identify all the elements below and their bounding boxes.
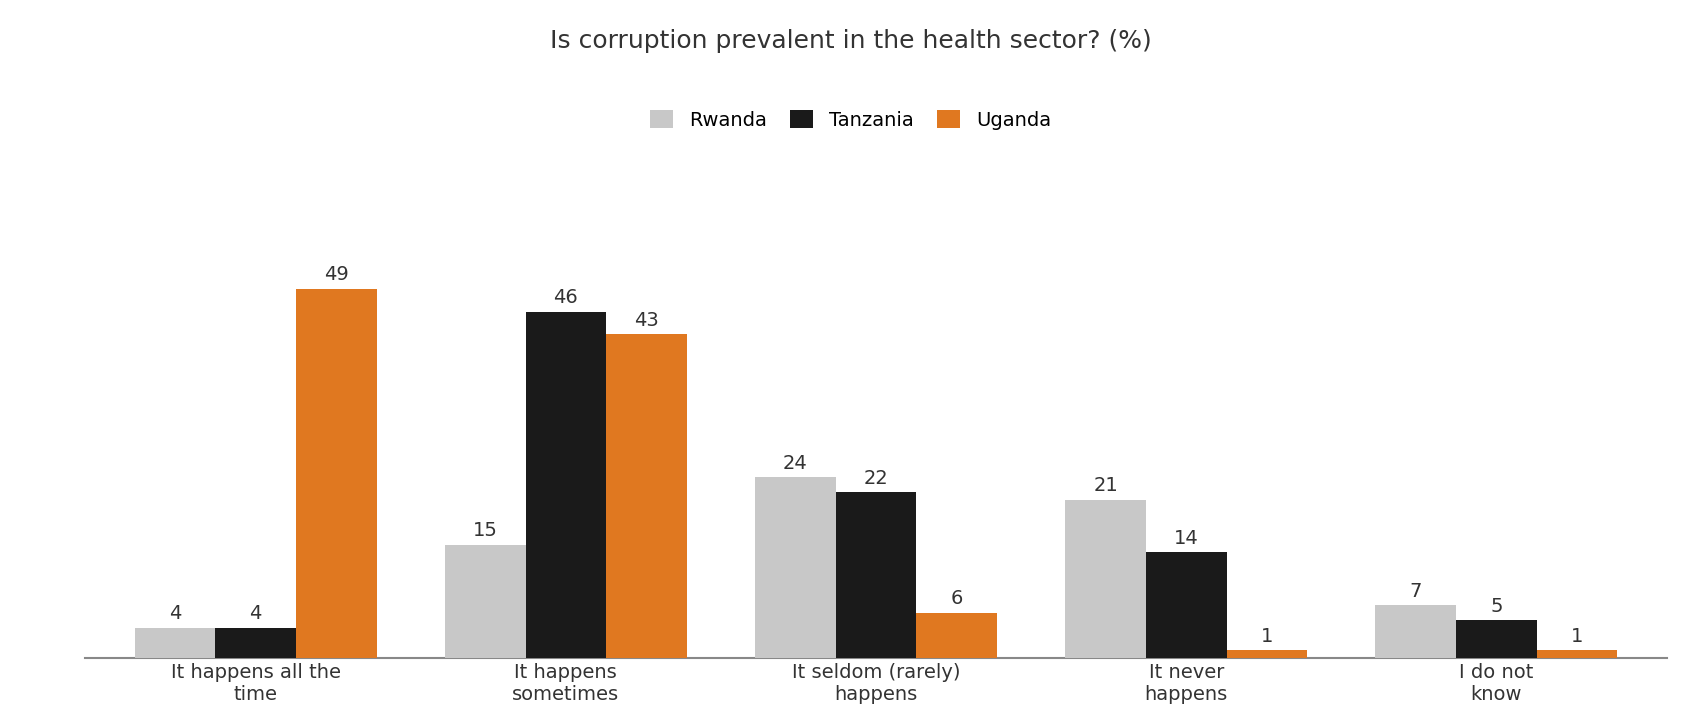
- Bar: [1376, 605, 1456, 658]
- Text: 1: 1: [1260, 627, 1272, 646]
- Text: 1: 1: [1570, 627, 1584, 646]
- Text: 49: 49: [323, 265, 349, 285]
- Text: 24: 24: [782, 453, 808, 473]
- Text: 43: 43: [634, 310, 658, 330]
- Bar: [755, 477, 835, 658]
- Text: 14: 14: [1174, 529, 1199, 548]
- Bar: [526, 312, 606, 658]
- Bar: [917, 613, 997, 658]
- Text: 46: 46: [553, 288, 578, 307]
- Bar: [1226, 650, 1306, 658]
- Bar: [1536, 650, 1618, 658]
- Bar: [1456, 620, 1536, 658]
- Bar: [1065, 500, 1146, 658]
- Text: 15: 15: [473, 521, 498, 541]
- Text: 6: 6: [951, 589, 963, 608]
- Text: 4: 4: [168, 604, 182, 623]
- Legend: Rwanda, Tanzania, Uganda: Rwanda, Tanzania, Uganda: [643, 103, 1058, 137]
- Text: 5: 5: [1490, 596, 1502, 616]
- Bar: [296, 289, 376, 658]
- Text: Is corruption prevalent in the health sector? (%): Is corruption prevalent in the health se…: [549, 29, 1152, 53]
- Bar: [1146, 553, 1226, 658]
- Text: 7: 7: [1410, 581, 1422, 601]
- Bar: [835, 492, 917, 658]
- Bar: [606, 334, 687, 658]
- Text: 21: 21: [1094, 476, 1118, 495]
- Text: 4: 4: [250, 604, 262, 623]
- Bar: [216, 628, 296, 658]
- Bar: [446, 545, 526, 658]
- Text: 22: 22: [864, 469, 888, 488]
- Bar: [134, 628, 216, 658]
